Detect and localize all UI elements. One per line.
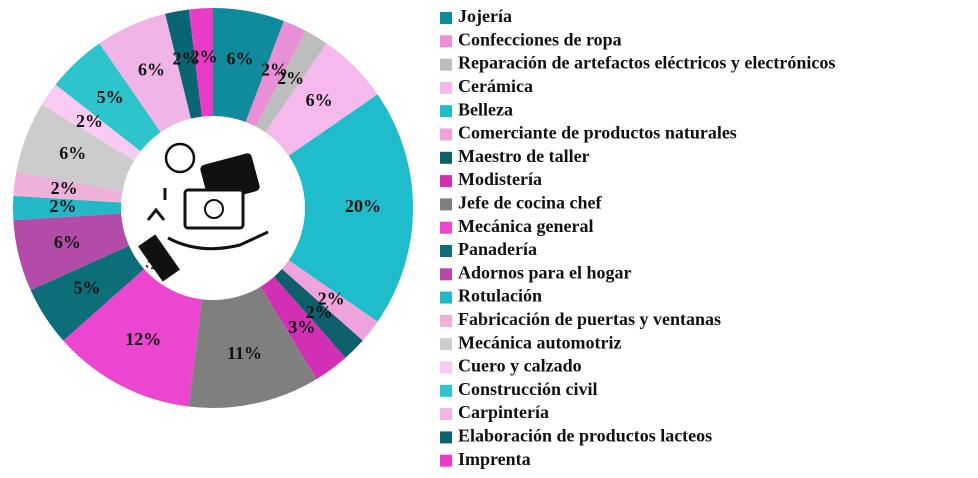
legend-label: Adornos para el hogar: [458, 262, 632, 282]
data-label: 6%: [227, 49, 254, 69]
legend-label: Modistería: [458, 169, 542, 189]
donut-slice: [213, 8, 284, 122]
legend-swatch: [440, 338, 452, 351]
donut-slice: [281, 260, 378, 341]
legend-label: Fabricación de puertas y ventanas: [458, 309, 721, 329]
donut-slice: [13, 195, 122, 221]
data-label: 2%: [190, 46, 217, 66]
legend-swatch: [440, 408, 452, 421]
legend-swatch: [440, 431, 452, 444]
donut-slice: [165, 9, 202, 119]
data-label: 6%: [59, 143, 86, 163]
legend-label: Mecánica general: [458, 216, 593, 236]
legend-swatch: [440, 81, 452, 94]
data-label: 6%: [138, 59, 165, 79]
data-label: 5%: [74, 278, 101, 298]
legend-label: Belleza: [458, 99, 513, 119]
legend-label: Panadería: [458, 239, 537, 259]
legend-swatch: [440, 291, 452, 304]
legend-label: Rotulación: [458, 286, 542, 306]
legend-label: Comerciante de productos naturales: [458, 123, 737, 143]
donut-slice: [63, 269, 202, 407]
legend-label: Cuero y calzado: [458, 356, 582, 376]
donut-slice: [245, 20, 306, 127]
donut-slice: [13, 171, 123, 203]
legend-swatch: [440, 245, 452, 257]
data-label: 6%: [54, 232, 81, 252]
donut-slice: [41, 84, 141, 161]
data-label: 2%: [50, 196, 77, 216]
legend-swatch: [440, 35, 452, 48]
donut-slice: [99, 13, 191, 133]
legend-swatch: [440, 12, 452, 24]
legend-swatch: [440, 454, 452, 467]
legend-swatch: [440, 384, 452, 397]
legend-label: Maestro de taller: [458, 146, 590, 166]
legend-label: Jefe de cocina chef: [458, 193, 602, 213]
legend-label: Confecciones de ropa: [458, 29, 622, 49]
donut-slice: [55, 43, 161, 152]
donut-slice: [188, 286, 317, 408]
donut-slice: [13, 213, 130, 291]
legend-label: Jojería: [458, 6, 512, 26]
legend-label: Imprenta: [458, 449, 531, 469]
legend-swatch: [440, 314, 452, 327]
legend-label: Cerámica: [458, 76, 533, 96]
donut-slice: [30, 245, 145, 341]
data-label: 20%: [345, 196, 381, 216]
donut-slice: [288, 94, 413, 322]
data-label: 2%: [318, 289, 345, 309]
data-label: 12%: [125, 329, 161, 349]
data-label: 2%: [51, 178, 78, 198]
legend-label: Reparación de artefactos eléctricos y el…: [458, 53, 835, 73]
legend-swatch: [440, 268, 452, 281]
donut-slice: [265, 43, 378, 156]
data-label: 2%: [172, 49, 199, 69]
legend-label: Mecánica automotriz: [458, 332, 621, 352]
legend-label: Construcción civil: [458, 379, 598, 399]
data-label: 2%: [261, 59, 288, 79]
donut-slice: [16, 104, 135, 192]
legend-swatch: [440, 361, 452, 374]
data-label: 11%: [227, 343, 262, 363]
legend-swatch: [440, 151, 452, 164]
data-label: 2%: [277, 68, 304, 88]
donut-slice: [255, 30, 327, 133]
legend-swatch: [440, 58, 452, 71]
legend-swatch: [440, 198, 452, 211]
center-icon: [138, 142, 269, 282]
legend-label: Elaboración de productos lacteos: [458, 426, 712, 446]
data-label: 6%: [306, 90, 333, 110]
legend-swatch: [440, 128, 452, 141]
legend-swatch: [440, 175, 452, 188]
data-label: 3%: [288, 317, 315, 337]
legend-label: Carpintería: [458, 402, 549, 422]
data-label: 2%: [306, 302, 333, 322]
donut-slice: [274, 269, 363, 358]
legend-swatch: [440, 221, 452, 234]
data-label: 2%: [76, 111, 103, 131]
donut-slice: [188, 8, 213, 117]
data-label: 5%: [97, 87, 124, 107]
legend-swatch: [440, 105, 452, 118]
donut-slice: [260, 276, 346, 380]
